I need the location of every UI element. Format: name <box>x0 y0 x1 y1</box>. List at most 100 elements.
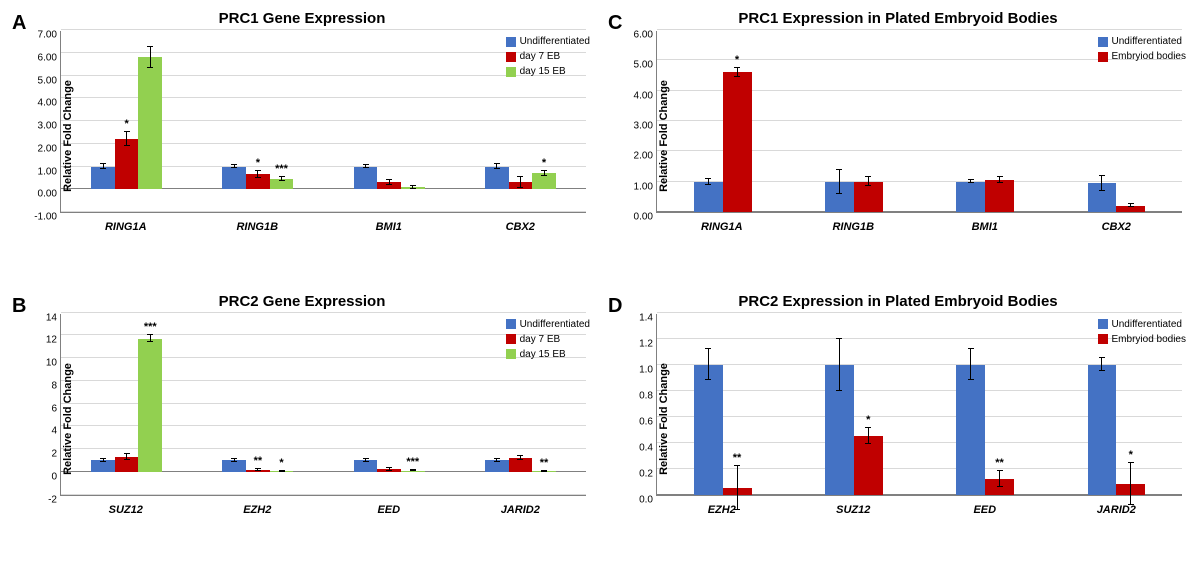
x-category-label: JARID2 <box>1097 504 1136 516</box>
x-category-label: RING1A <box>701 221 743 233</box>
legend-label: Embryiod bodies <box>1112 49 1186 64</box>
error-cap <box>100 168 106 169</box>
error-cap <box>968 348 974 349</box>
error-cap <box>517 459 523 460</box>
error-cap <box>541 175 547 176</box>
y-axis-label: Relative Fold Change <box>658 80 670 192</box>
legend-item: Undifferentiated <box>1098 317 1186 332</box>
legend-swatch <box>506 37 516 47</box>
error-cap <box>997 470 1003 471</box>
error-cap <box>410 185 416 186</box>
error-cap <box>231 167 237 168</box>
y-axis-label: Relative Fold Change <box>62 363 74 475</box>
error-cap <box>494 458 500 459</box>
error-cap <box>147 46 153 47</box>
error-cap <box>386 184 392 185</box>
error-cap <box>100 458 106 459</box>
error-bar <box>126 132 127 146</box>
legend-label: day 15 EB <box>520 347 566 362</box>
error-cap <box>968 379 974 380</box>
y-ticks <box>620 31 652 241</box>
error-cap <box>865 443 871 444</box>
error-bar <box>1101 176 1102 191</box>
error-cap <box>1099 370 1105 371</box>
x-category-label: EZH2 <box>708 504 736 516</box>
error-cap <box>705 178 711 179</box>
significance-marker: * <box>256 157 260 169</box>
figure-grid: APRC1 Gene Expression-1.000.001.002.003.… <box>8 8 1192 565</box>
bar <box>723 72 752 212</box>
error-bar <box>839 170 840 194</box>
legend-swatch <box>506 319 516 329</box>
bar <box>91 167 115 190</box>
error-cap <box>100 163 106 164</box>
significance-marker: ** <box>995 457 1004 469</box>
error-cap <box>279 176 285 177</box>
significance-marker: ** <box>540 457 549 469</box>
gridline <box>657 29 1182 30</box>
error-bar <box>868 428 869 444</box>
error-cap <box>494 168 500 169</box>
legend-item: day 7 EB <box>506 49 590 64</box>
error-bar <box>839 339 840 391</box>
legend-item: Undifferentiated <box>506 317 590 332</box>
error-cap <box>997 486 1003 487</box>
bar <box>485 167 509 190</box>
error-cap <box>734 465 740 466</box>
legend-label: day 7 EB <box>520 332 561 347</box>
y-ticks <box>24 314 56 524</box>
legend-item: day 15 EB <box>506 347 590 362</box>
legend-item: Embryiod bodies <box>1098 49 1186 64</box>
chart-title: PRC2 Gene Expression <box>8 293 596 310</box>
error-cap <box>1099 175 1105 176</box>
error-cap <box>363 458 369 459</box>
error-cap <box>541 170 547 171</box>
legend: Undifferentiatedday 7 EBday 15 EB <box>506 34 590 79</box>
bar <box>694 365 723 495</box>
panel-b: BPRC2 Gene Expression-202468101214******… <box>8 291 596 566</box>
error-cap <box>231 458 237 459</box>
error-cap <box>1128 203 1134 204</box>
chart-title: PRC2 Expression in Plated Embryoid Bodie… <box>604 293 1192 310</box>
error-bar <box>708 349 709 380</box>
legend-item: Undifferentiated <box>506 34 590 49</box>
legend-swatch <box>1098 37 1108 47</box>
legend-label: Undifferentiated <box>1112 317 1182 332</box>
legend-item: Embryiod bodies <box>1098 332 1186 347</box>
x-category-label: SUZ12 <box>836 504 870 516</box>
x-category-label: CBX2 <box>506 221 535 233</box>
gridline <box>657 312 1182 313</box>
error-cap <box>147 334 153 335</box>
error-cap <box>517 455 523 456</box>
bar <box>1088 365 1117 495</box>
error-cap <box>865 176 871 177</box>
legend-label: Embryiod bodies <box>1112 332 1186 347</box>
legend-item: day 7 EB <box>506 332 590 347</box>
chart-title: PRC1 Expression in Plated Embryoid Bodie… <box>604 10 1192 27</box>
x-category-label: BMI1 <box>376 221 402 233</box>
legend-label: day 7 EB <box>520 49 561 64</box>
chart-title: PRC1 Gene Expression <box>8 10 596 27</box>
error-cap <box>734 67 740 68</box>
bar <box>115 139 139 189</box>
x-category-label: RING1A <box>105 221 147 233</box>
bar <box>956 182 985 212</box>
error-cap <box>386 179 392 180</box>
error-cap <box>836 193 842 194</box>
significance-marker: * <box>1129 449 1133 461</box>
x-labels: SUZ12EZH2EEDJARID2 <box>60 500 586 524</box>
error-cap <box>836 390 842 391</box>
x-category-label: RING1B <box>832 221 874 233</box>
significance-marker: ** <box>254 455 263 467</box>
bar <box>532 173 556 189</box>
error-cap <box>124 131 130 132</box>
x-labels: RING1ARING1BBMI1CBX2 <box>60 217 586 241</box>
gridline <box>61 211 586 212</box>
error-cap <box>147 341 153 342</box>
error-cap <box>705 184 711 185</box>
error-cap <box>705 348 711 349</box>
error-cap <box>363 461 369 462</box>
y-axis-label: Relative Fold Change <box>62 80 74 192</box>
x-category-label: EED <box>377 504 400 516</box>
legend-swatch <box>1098 334 1108 344</box>
